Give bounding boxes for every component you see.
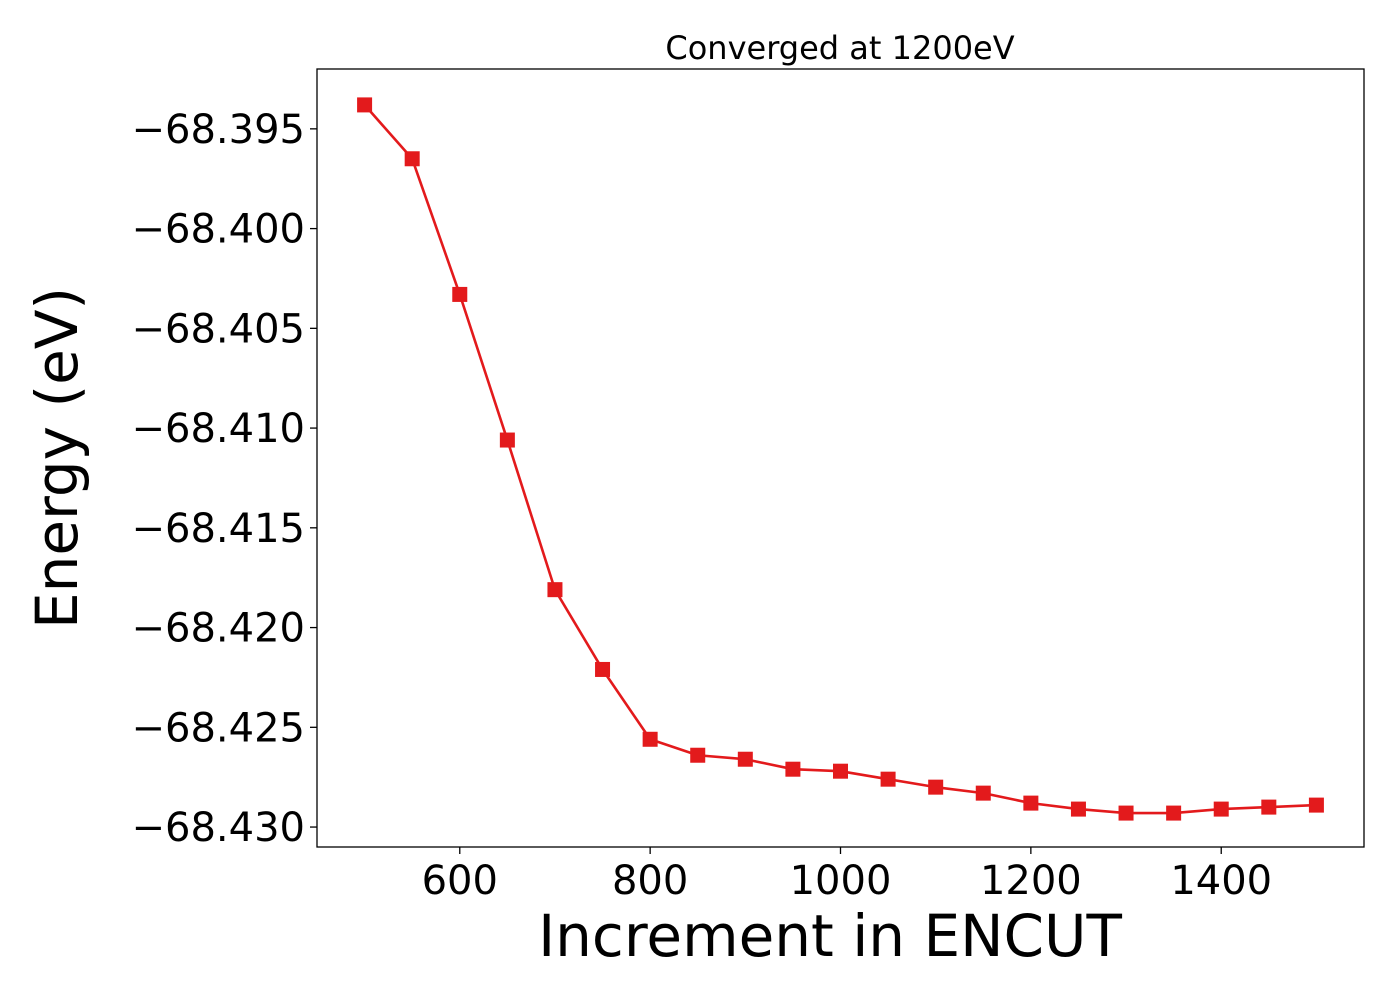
- x-tick-label: 1400: [1170, 858, 1272, 904]
- data-point-marker: [928, 779, 944, 795]
- data-point-marker: [1308, 797, 1324, 813]
- data-point-marker: [452, 286, 468, 302]
- data-point-marker: [499, 432, 515, 448]
- data-point-marker: [642, 731, 658, 747]
- plot-area: [357, 97, 1324, 821]
- data-point-marker: [1118, 805, 1134, 821]
- y-tick-label: −68.420: [132, 606, 305, 652]
- x-tick-label: 1200: [980, 858, 1082, 904]
- data-point-marker: [833, 763, 848, 779]
- data-point-marker: [1070, 801, 1086, 817]
- y-tick-label: −68.410: [132, 406, 305, 452]
- data-point-marker: [547, 582, 563, 598]
- data-point-marker: [595, 661, 611, 677]
- data-point-marker: [737, 751, 753, 767]
- data-point-marker: [880, 771, 896, 787]
- y-axis-label: Energy (eV): [23, 287, 91, 629]
- data-point-marker: [1261, 799, 1277, 815]
- data-point-marker: [1166, 805, 1182, 821]
- data-point-marker: [404, 151, 420, 167]
- plot-frame: [316, 68, 1365, 848]
- data-point-marker: [357, 97, 373, 113]
- data-point-marker: [785, 761, 801, 777]
- y-axis: −68.395 −68.400 −68.405 −68.410 −68.415 −68.4…: [132, 107, 317, 851]
- x-axis: 600 800 1000 1200 1400: [422, 847, 1272, 904]
- x-tick-label: 1000: [790, 858, 892, 904]
- y-tick-label: −68.425: [132, 705, 305, 751]
- y-tick-label: −68.405: [132, 306, 305, 352]
- series-line: [363, 104, 1317, 815]
- y-tick-label: −68.415: [132, 506, 305, 552]
- x-tick-label: 800: [612, 858, 688, 904]
- y-tick-label: −68.395: [132, 107, 305, 153]
- data-point-marker: [1213, 801, 1229, 817]
- data-point-marker: [975, 785, 991, 801]
- data-point-marker: [690, 747, 706, 763]
- chart-title: Converged at 1200eV: [665, 29, 1014, 67]
- y-tick-label: −68.430: [132, 805, 305, 851]
- data-point-marker: [1023, 795, 1039, 811]
- x-tick-label: 600: [422, 858, 498, 904]
- y-tick-label: −68.400: [132, 207, 305, 253]
- x-axis-label: Increment in ENCUT: [538, 902, 1122, 970]
